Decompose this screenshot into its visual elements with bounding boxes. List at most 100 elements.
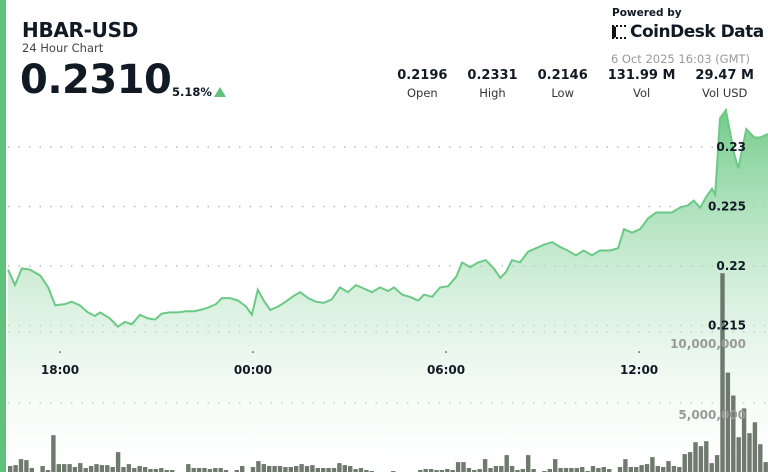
volume-bar [693,442,698,472]
volume-bar [142,467,148,472]
volume-bar [655,466,660,472]
volume-bar [67,464,72,472]
volume-bar [218,468,223,472]
volume-bar [310,465,315,472]
stat-value: 0.2196 [397,68,448,83]
volume-bar [326,468,331,472]
volume-bar [8,466,13,472]
y-tick-label: 0.23 [716,140,746,154]
volume-bar [553,459,558,472]
volume-bar [56,464,61,472]
arrow-up-icon [214,87,226,97]
volume-bar [169,470,175,472]
volume-bar [628,467,633,472]
volume-bar [671,466,677,472]
x-tick-label: 12:00 [620,363,658,377]
volume-bar [105,465,110,472]
stat-vol-usd: 29.47 M Vol USD [695,68,754,100]
volume-bar [461,462,466,472]
stat-label: High [479,86,506,100]
volume-bar [272,466,277,472]
x-tick-mark [638,351,640,353]
volume-bar [234,470,239,472]
volume-bar [13,465,18,472]
volume-bar [580,467,585,472]
volume-bar [634,467,639,472]
volume-bar [596,468,601,472]
volume-bar [126,464,132,472]
coindesk-logo-icon [612,25,626,39]
volume-bar [601,467,606,472]
volume-bar [720,273,725,472]
brand-logo: CoinDesk Data [612,22,764,42]
volume-bar [277,466,283,472]
x-tick-label: 18:00 [41,363,79,377]
volume-bar [445,469,450,472]
volume-bar [439,470,445,472]
volume-bar [304,466,310,472]
volume-bar [250,467,256,472]
volume-bar [261,464,266,472]
current-price: 0.2310 [20,57,172,103]
volume-bar [240,466,245,472]
volume-bar [72,467,78,472]
volume-bar [531,469,536,472]
stat-vol: 131.99 M Vol [608,68,676,100]
volume-bar [607,469,612,472]
volume-bar [574,468,579,472]
volume-bar [563,468,569,472]
pair-title: HBAR-USD [22,18,139,42]
stat-label: Low [551,86,574,100]
volume-bar [288,467,293,472]
volume-bar [558,468,563,472]
y-tick-label: 0.215 [708,319,746,333]
volume-bar [725,372,731,472]
x-tick-mark [252,351,254,353]
volume-bar [256,461,261,472]
volume-tick-label: 10,000,000 [670,337,746,351]
volume-bar [455,462,461,472]
volume-bar [736,437,741,472]
volume-bar [110,467,115,472]
volume-bar [682,454,687,472]
volume-bar [62,464,67,472]
volume-bar [763,462,768,472]
stat-label: Vol USD [701,86,748,100]
volume-bar [99,465,105,472]
volume-bar [714,455,720,472]
volume-bar [472,470,477,472]
accent-bar [0,0,6,472]
stat-low: 0.2146 Low [538,68,588,100]
volume-bar [29,468,34,472]
volume-bar [752,422,758,472]
volume-bar [294,466,299,472]
stat-value: 131.99 M [607,68,676,83]
volume-bar [94,464,99,472]
volume-bar [196,468,202,472]
stat-value: 29.47 M [695,68,754,83]
chart-subtitle: 24 Hour Chart [22,41,104,55]
volume-bar [698,446,704,472]
volume-bar [623,459,628,472]
timestamp: 6 Oct 2025 16:03 (GMT) [610,52,750,66]
volume-bar [137,466,142,472]
volume-bar [148,469,153,472]
volume-bar [164,470,169,472]
volume-bar [353,469,358,472]
volume-bar [482,459,488,472]
volume-bar [83,468,88,472]
volume-bar [40,466,45,472]
volume-bar [547,469,552,472]
volume-bar [590,466,596,472]
volume-bar [661,467,666,472]
volume-bar [213,468,218,472]
brand-name: CoinDesk Data [630,22,764,42]
volume-bar [466,468,472,472]
stats-row: 0.2196 Open 0.2331 High 0.2146 Low 131.99 M… [377,68,754,100]
volume-bar [51,435,56,472]
volume-bar [331,468,337,472]
volume-tick-label: 5,000,000 [678,408,746,422]
volume-bar [666,461,671,472]
volume-bar [78,463,83,472]
volume-bar [24,460,29,472]
